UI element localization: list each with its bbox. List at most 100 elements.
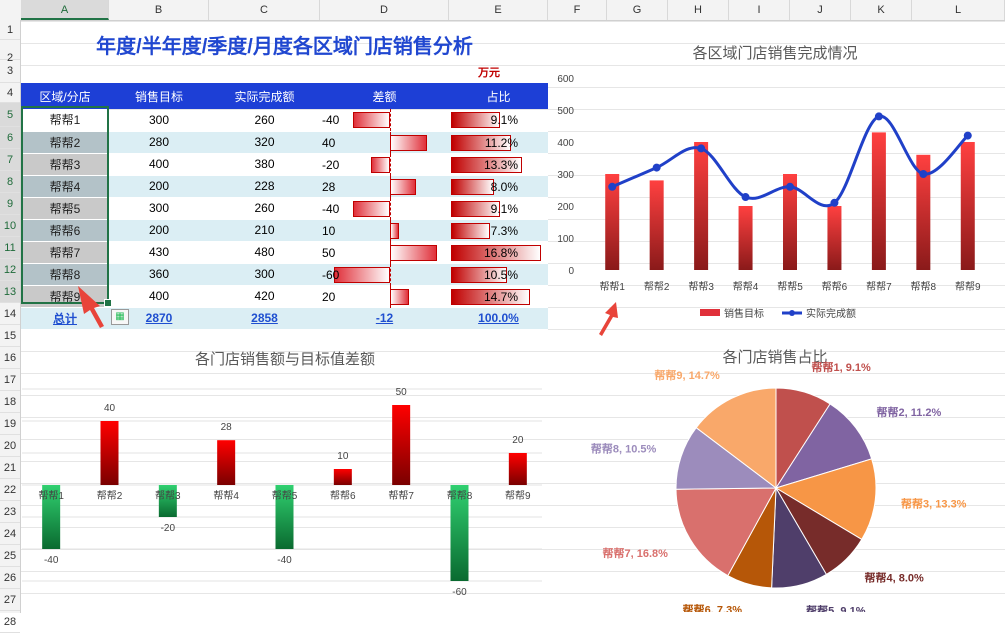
cell-diff[interactable]: 28 — [320, 175, 449, 198]
row-header-25[interactable]: 25 — [0, 545, 20, 567]
cell-pct[interactable]: 14.7% — [449, 285, 548, 308]
column-header-e[interactable]: E — [449, 0, 548, 20]
cell-target[interactable]: 360 — [109, 263, 209, 286]
cell-actual[interactable]: 260 — [209, 197, 320, 220]
cell-target[interactable]: 300 — [109, 109, 209, 132]
difference-bar-chart[interactable]: 各门店销售额与目标值差额 帮帮1 -40 帮帮2 40 帮帮3 -20 帮帮4 28 帮帮5 -4… — [22, 340, 542, 612]
row-header-4[interactable]: 4 — [0, 83, 20, 103]
row-header-19[interactable]: 19 — [0, 413, 20, 435]
cell-target[interactable]: 400 — [109, 285, 209, 308]
cell-diff[interactable]: -40 — [320, 109, 449, 132]
row-header-24[interactable]: 24 — [0, 523, 20, 545]
total-name[interactable]: 总计 — [21, 307, 109, 330]
row-header-22[interactable]: 22 — [0, 479, 20, 501]
cell-target[interactable]: 430 — [109, 241, 209, 264]
cell-pct[interactable]: 11.2% — [449, 131, 548, 154]
cell-target[interactable]: 280 — [109, 131, 209, 154]
cell-diff[interactable]: -20 — [320, 153, 449, 176]
row-header-15[interactable]: 15 — [0, 325, 20, 347]
cell-actual[interactable]: 320 — [209, 131, 320, 154]
cell-diff[interactable]: -60 — [320, 263, 449, 286]
row-header-11[interactable]: 11 — [0, 237, 20, 259]
column-header-i[interactable]: I — [729, 0, 790, 20]
cell-target[interactable]: 200 — [109, 175, 209, 198]
total-actual[interactable]: 2858 — [209, 307, 320, 330]
row-header-23[interactable]: 23 — [0, 501, 20, 523]
total-diff[interactable]: -12 — [320, 307, 449, 330]
paste-options-button[interactable]: ▦ — [111, 309, 129, 325]
row-header-8[interactable]: 8 — [0, 171, 20, 193]
total-pct[interactable]: 100.0% — [449, 307, 548, 330]
column-header-b[interactable]: B — [109, 0, 209, 20]
column-header-j[interactable]: J — [790, 0, 851, 20]
column-header-f[interactable]: F — [548, 0, 607, 20]
row-header-18[interactable]: 18 — [0, 391, 20, 413]
cell-actual[interactable]: 228 — [209, 175, 320, 198]
column-header-c[interactable]: C — [209, 0, 320, 20]
header-region[interactable]: 区域/分店 — [21, 83, 109, 109]
row-header-28[interactable]: 28 — [0, 611, 20, 633]
cell-diff[interactable]: -40 — [320, 197, 449, 220]
column-header-l[interactable]: L — [912, 0, 1005, 20]
cell-region[interactable]: 帮帮8 — [21, 263, 109, 286]
cell-actual[interactable]: 300 — [209, 263, 320, 286]
cell-pct[interactable]: 10.5% — [449, 263, 548, 286]
header-diff[interactable]: 差额 — [320, 83, 449, 109]
cell-region[interactable]: 帮帮1 — [21, 109, 109, 132]
row-header-26[interactable]: 26 — [0, 567, 20, 589]
cell-actual[interactable]: 420 — [209, 285, 320, 308]
row-header-27[interactable]: 27 — [0, 589, 20, 611]
column-header-g[interactable]: G — [607, 0, 668, 20]
row-header-3[interactable]: 3 — [0, 60, 20, 83]
row-header-17[interactable]: 17 — [0, 369, 20, 391]
cell-diff[interactable]: 10 — [320, 219, 449, 242]
cell-pct[interactable]: 16.8% — [449, 241, 548, 264]
row-header-9[interactable]: 9 — [0, 193, 20, 215]
fill-handle[interactable] — [104, 299, 112, 307]
cell-target[interactable]: 200 — [109, 219, 209, 242]
cell-diff[interactable]: 40 — [320, 131, 449, 154]
cell-actual[interactable]: 210 — [209, 219, 320, 242]
column-header-k[interactable]: K — [851, 0, 912, 20]
cell-pct[interactable]: 13.3% — [449, 153, 548, 176]
cell-pct[interactable]: 8.0% — [449, 175, 548, 198]
cell-diff[interactable]: 50 — [320, 241, 449, 264]
row-header-1[interactable]: 1 — [0, 20, 20, 40]
cell-target[interactable]: 400 — [109, 153, 209, 176]
row-header-7[interactable]: 7 — [0, 149, 20, 171]
point-actual — [652, 163, 661, 172]
cell-actual[interactable]: 480 — [209, 241, 320, 264]
row-header-12[interactable]: 12 — [0, 259, 20, 281]
cell-actual[interactable]: 260 — [209, 109, 320, 132]
cell-pct[interactable]: 9.1% — [449, 109, 548, 132]
row-header-5[interactable]: 5 — [0, 103, 20, 127]
header-target[interactable]: 销售目标 — [109, 83, 209, 109]
column-header-d[interactable]: D — [320, 0, 449, 20]
total-target[interactable]: 2870 — [109, 307, 209, 330]
cell-region[interactable]: 帮帮3 — [21, 153, 109, 176]
column-header-h[interactable]: H — [668, 0, 729, 20]
header-actual[interactable]: 实际完成额 — [209, 83, 320, 109]
column-header-a[interactable]: A — [21, 0, 109, 20]
row-header-16[interactable]: 16 — [0, 347, 20, 369]
row-header-21[interactable]: 21 — [0, 457, 20, 479]
cell-pct[interactable]: 9.1% — [449, 197, 548, 220]
cell-region[interactable]: 帮帮5 — [21, 197, 109, 220]
cell-region[interactable]: 帮帮6 — [21, 219, 109, 242]
row-header-2[interactable]: 2 — [0, 40, 20, 64]
cell-region[interactable]: 帮帮7 — [21, 241, 109, 264]
row-header-14[interactable]: 14 — [0, 303, 20, 325]
cell-target[interactable]: 300 — [109, 197, 209, 220]
completion-combo-chart[interactable]: 各区域门店销售完成情况 0 100 200 300 400 500 600 帮帮1 帮帮2 帮帮… — [550, 30, 1000, 330]
cell-actual[interactable]: 380 — [209, 153, 320, 176]
row-header-6[interactable]: 6 — [0, 127, 20, 149]
header-pct[interactable]: 占比 — [449, 83, 548, 109]
row-header-13[interactable]: 13 — [0, 281, 20, 303]
cell-pct[interactable]: 7.3% — [449, 219, 548, 242]
cell-region[interactable]: 帮帮2 — [21, 131, 109, 154]
share-pie-chart[interactable]: 各门店销售占比 帮帮1, 9.1% 帮帮2, 11.2% 帮帮3, 13.3% 帮帮4… — [560, 340, 1000, 612]
cell-diff[interactable]: 20 — [320, 285, 449, 308]
cell-region[interactable]: 帮帮4 — [21, 175, 109, 198]
row-header-20[interactable]: 20 — [0, 435, 20, 457]
row-header-10[interactable]: 10 — [0, 215, 20, 237]
